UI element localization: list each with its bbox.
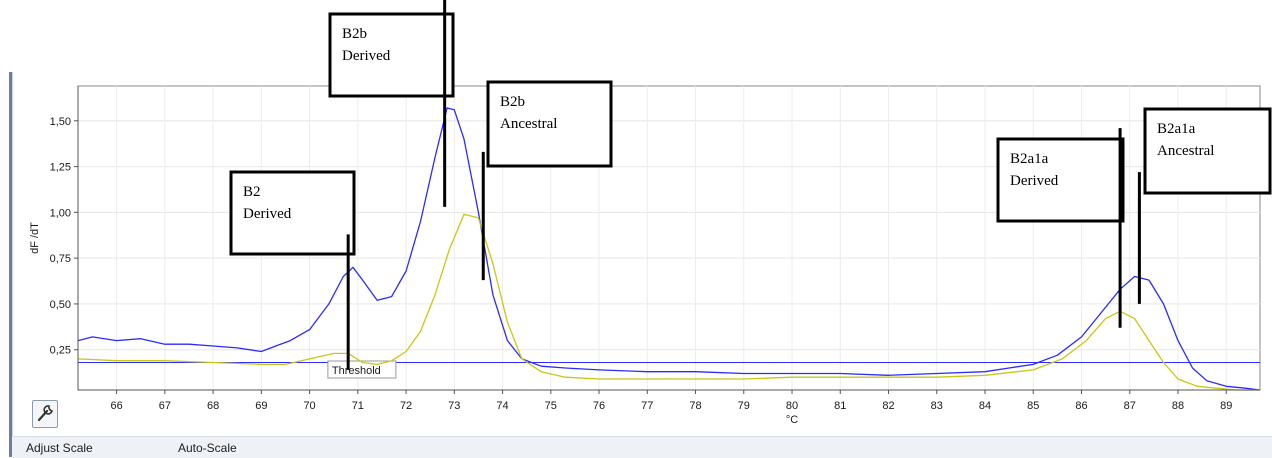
y-tick-label: 0,50 bbox=[50, 299, 71, 311]
x-tick-label: 80 bbox=[786, 400, 798, 412]
adjust-scale-button[interactable]: Adjust Scale bbox=[26, 441, 93, 455]
annotation-text: B2 bbox=[243, 184, 261, 200]
annotation-box bbox=[996, 137, 1125, 223]
left-panel-border bbox=[9, 72, 12, 457]
y-tick-label: 1,25 bbox=[50, 162, 71, 174]
wrench-icon bbox=[37, 405, 53, 422]
x-tick-label: 83 bbox=[931, 400, 943, 412]
annotation-text: B2b bbox=[500, 94, 525, 110]
x-tick-label: 69 bbox=[255, 400, 267, 412]
y-axis-title: dF /dT bbox=[29, 222, 41, 254]
x-tick-label: 78 bbox=[689, 400, 701, 412]
x-tick-label: 72 bbox=[400, 400, 412, 412]
annotation-text: Ancestral bbox=[500, 116, 557, 132]
y-tick-label: 1,00 bbox=[50, 207, 71, 219]
x-tick-label: 71 bbox=[352, 400, 364, 412]
annotation-box bbox=[1143, 107, 1272, 195]
auto-scale-button[interactable]: Auto-Scale bbox=[178, 441, 237, 455]
annotation-text: B2a1a bbox=[1157, 121, 1196, 137]
chart-settings-button[interactable] bbox=[32, 400, 58, 428]
x-tick-label: 79 bbox=[738, 400, 750, 412]
x-tick-label: 68 bbox=[207, 400, 219, 412]
annotation-text: Derived bbox=[243, 206, 292, 222]
x-tick-label: 75 bbox=[545, 400, 557, 412]
y-tick-label: 0,75 bbox=[50, 253, 71, 265]
x-tick-label: 66 bbox=[110, 400, 122, 412]
x-tick-label: 81 bbox=[834, 400, 846, 412]
annotation-box bbox=[328, 12, 455, 98]
left-panel-border-inner bbox=[12, 72, 13, 457]
x-axis-title: °C bbox=[786, 414, 798, 426]
annotation-text: B2a1a bbox=[1010, 151, 1049, 167]
x-tick-label: 67 bbox=[159, 400, 171, 412]
annotation-box bbox=[486, 80, 613, 168]
x-tick-label: 70 bbox=[303, 400, 315, 412]
x-tick-label: 87 bbox=[1124, 400, 1136, 412]
x-tick-label: 84 bbox=[979, 400, 991, 412]
annotation-text: Derived bbox=[342, 48, 391, 64]
annotation-box bbox=[229, 170, 356, 256]
chart-toolbar: Adjust Scale Auto-Scale bbox=[12, 436, 1272, 458]
series-line-2 bbox=[77, 213, 1260, 391]
x-tick-label: 86 bbox=[1075, 400, 1087, 412]
threshold-label-box bbox=[327, 360, 397, 379]
x-tick-label: 88 bbox=[1172, 400, 1184, 412]
y-tick-label: 1,50 bbox=[50, 116, 71, 128]
x-tick-label: 77 bbox=[641, 400, 653, 412]
y-tick-label: 0,25 bbox=[50, 345, 71, 357]
annotation-text: Ancestral bbox=[1157, 143, 1214, 159]
x-tick-label: 76 bbox=[593, 400, 605, 412]
series-line-1 bbox=[77, 107, 1261, 391]
x-tick-label: 85 bbox=[1027, 400, 1039, 412]
threshold-label: Threshold bbox=[332, 365, 381, 377]
x-tick-label: 82 bbox=[882, 400, 894, 412]
x-tick-label: 74 bbox=[496, 400, 508, 412]
annotation-text: B2b bbox=[342, 26, 367, 42]
annotation-text: Derived bbox=[1010, 173, 1059, 189]
x-tick-label: 73 bbox=[448, 400, 460, 412]
x-tick-label: 89 bbox=[1220, 400, 1232, 412]
